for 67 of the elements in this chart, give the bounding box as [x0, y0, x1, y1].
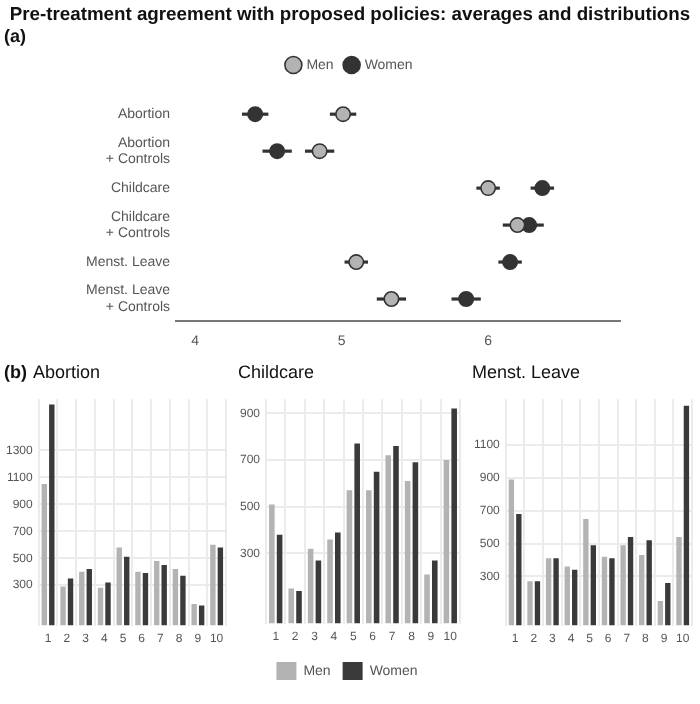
bar — [135, 571, 141, 626]
bar — [534, 581, 541, 626]
text: (a) — [2, 26, 28, 46]
bar — [116, 547, 122, 626]
bar — [288, 588, 295, 624]
point — [348, 254, 365, 271]
bar — [545, 558, 552, 626]
point — [311, 143, 328, 160]
text: (b) — [4, 362, 27, 382]
bar — [393, 445, 399, 624]
bar — [676, 537, 682, 626]
point — [458, 291, 475, 308]
bar — [572, 569, 578, 626]
bar — [327, 539, 333, 624]
point — [383, 291, 400, 308]
bar — [609, 558, 615, 626]
bar — [210, 544, 216, 626]
bar — [97, 587, 104, 626]
bar — [646, 540, 652, 626]
bar — [431, 560, 438, 624]
chart-title: Abortion — [33, 362, 101, 382]
bar — [508, 479, 515, 626]
bar — [590, 545, 596, 626]
bar — [161, 564, 167, 626]
bar — [49, 404, 55, 626]
bar — [154, 560, 160, 626]
chart-title: Pre-treatment agreement with proposed policies: averages and distributions — [7, 0, 693, 26]
bar — [683, 405, 690, 626]
bar — [601, 556, 608, 626]
bar — [142, 573, 149, 626]
bar — [105, 582, 111, 626]
bar — [67, 578, 74, 626]
point — [247, 106, 264, 123]
bar — [451, 408, 457, 624]
bar — [366, 490, 372, 624]
bar — [657, 600, 664, 626]
bar — [79, 571, 85, 626]
bar — [553, 558, 559, 626]
bar — [627, 537, 634, 626]
bar — [335, 532, 341, 624]
bar — [180, 575, 186, 626]
bar — [41, 484, 48, 626]
bar — [527, 581, 533, 626]
bar — [296, 590, 302, 624]
point — [335, 106, 352, 123]
bar — [620, 545, 626, 626]
point — [480, 180, 497, 197]
bar — [191, 604, 197, 626]
bar — [424, 574, 430, 624]
bar — [217, 547, 224, 626]
point — [509, 217, 526, 234]
bar — [60, 586, 66, 626]
bar — [516, 514, 522, 626]
bar — [172, 569, 179, 626]
point — [502, 254, 519, 271]
bar — [86, 569, 92, 626]
bar — [639, 555, 645, 626]
point — [269, 143, 286, 160]
bar — [354, 443, 360, 624]
bar — [124, 556, 130, 626]
bar — [665, 582, 671, 626]
bar — [564, 566, 570, 626]
bar — [385, 455, 392, 624]
bar — [583, 518, 589, 626]
point — [534, 180, 551, 197]
bar — [269, 504, 275, 624]
bar — [198, 605, 205, 626]
